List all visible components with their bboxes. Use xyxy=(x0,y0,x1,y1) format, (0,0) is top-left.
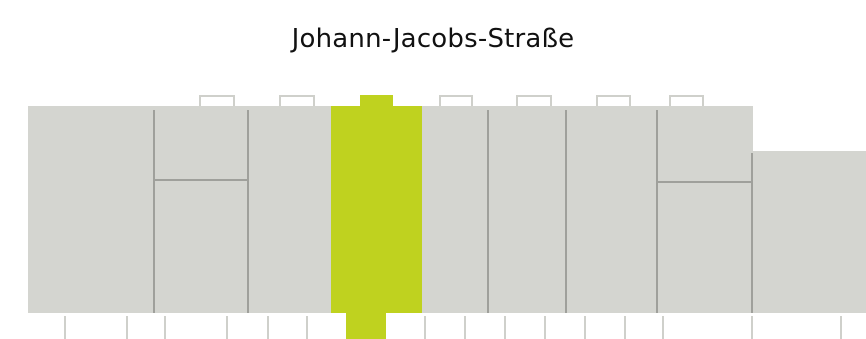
bottom-ticks xyxy=(64,316,842,339)
building-annex-block xyxy=(753,151,866,313)
top-connector xyxy=(439,95,473,106)
top-connector xyxy=(596,95,631,106)
top-connector xyxy=(669,95,704,106)
highlighted-unit[interactable] xyxy=(331,95,422,339)
top-connector xyxy=(199,95,235,106)
top-connector xyxy=(516,95,552,106)
highlighted-unit-bottom-tab[interactable] xyxy=(346,312,386,339)
top-connector xyxy=(279,95,315,106)
partition-walls xyxy=(153,110,753,313)
top-connectors xyxy=(199,95,704,106)
highlighted-unit-body[interactable] xyxy=(331,106,422,313)
street-name-label: Johann-Jacobs-Straße xyxy=(291,24,575,54)
highlighted-unit-top-tab[interactable] xyxy=(360,95,393,107)
